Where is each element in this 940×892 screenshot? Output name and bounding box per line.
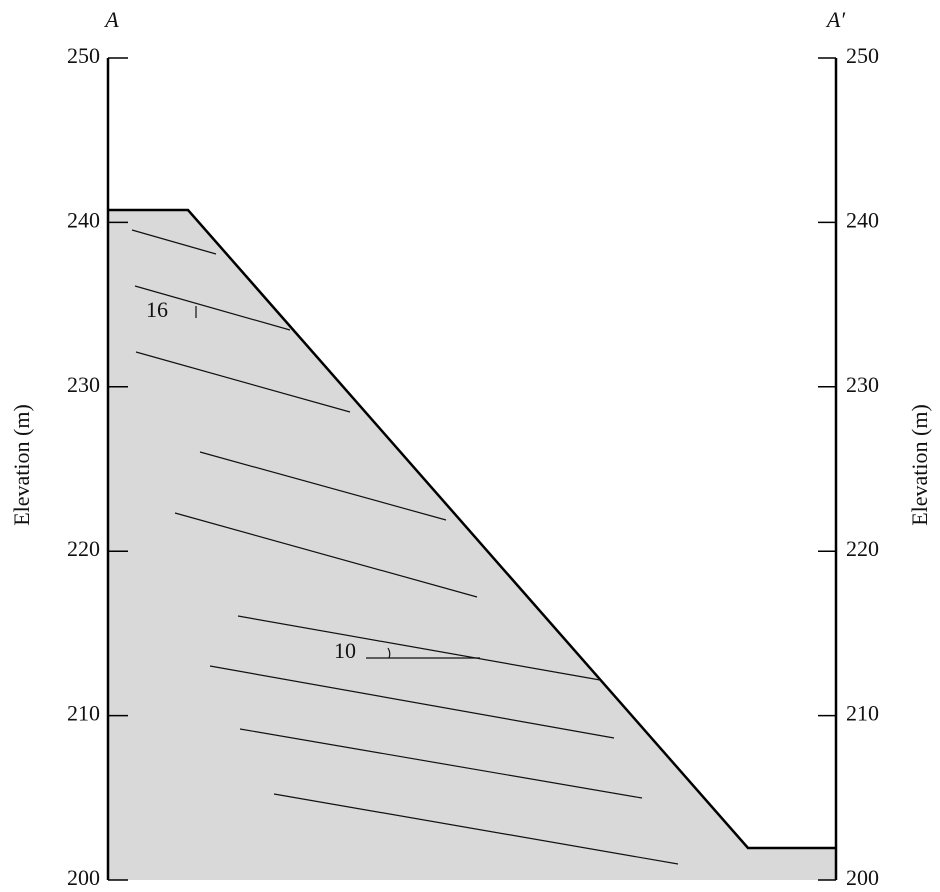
section-end-label: A	[103, 7, 119, 32]
dip-label: 10	[334, 638, 356, 663]
rock-body	[108, 210, 836, 880]
dip-label: 16	[146, 297, 168, 322]
y-tick-label: 240	[846, 207, 879, 232]
y-tick-label: 220	[846, 536, 879, 561]
bedding-line	[174, 512, 478, 598]
axis-title: Elevation (m)	[9, 404, 34, 526]
y-tick-label: 200	[846, 865, 879, 890]
y-tick-label: 220	[67, 536, 100, 561]
bedding-line	[131, 229, 217, 255]
bedding-line	[134, 285, 291, 331]
bedding-planes	[131, 229, 679, 865]
bedding-line	[199, 451, 447, 521]
y-tick-label: 250	[846, 43, 879, 68]
bedding-line	[209, 665, 615, 739]
axis-title: Elevation (m)	[907, 404, 932, 526]
y-tick-label: 230	[67, 372, 100, 397]
bedding-line	[135, 351, 351, 413]
y-tick-label: 200	[67, 865, 100, 890]
ground-surface	[108, 208, 836, 850]
bedding-line	[239, 728, 643, 799]
y-tick-label: 210	[846, 701, 879, 726]
y-tick-label: 240	[67, 207, 100, 232]
y-tick-label: 210	[67, 701, 100, 726]
bedding-line	[237, 615, 601, 681]
dip-arc	[387, 647, 391, 659]
bedding-line	[273, 793, 679, 865]
y-tick-label: 250	[67, 43, 100, 68]
section-end-label: A′	[825, 7, 846, 32]
y-tick-label: 230	[846, 372, 879, 397]
